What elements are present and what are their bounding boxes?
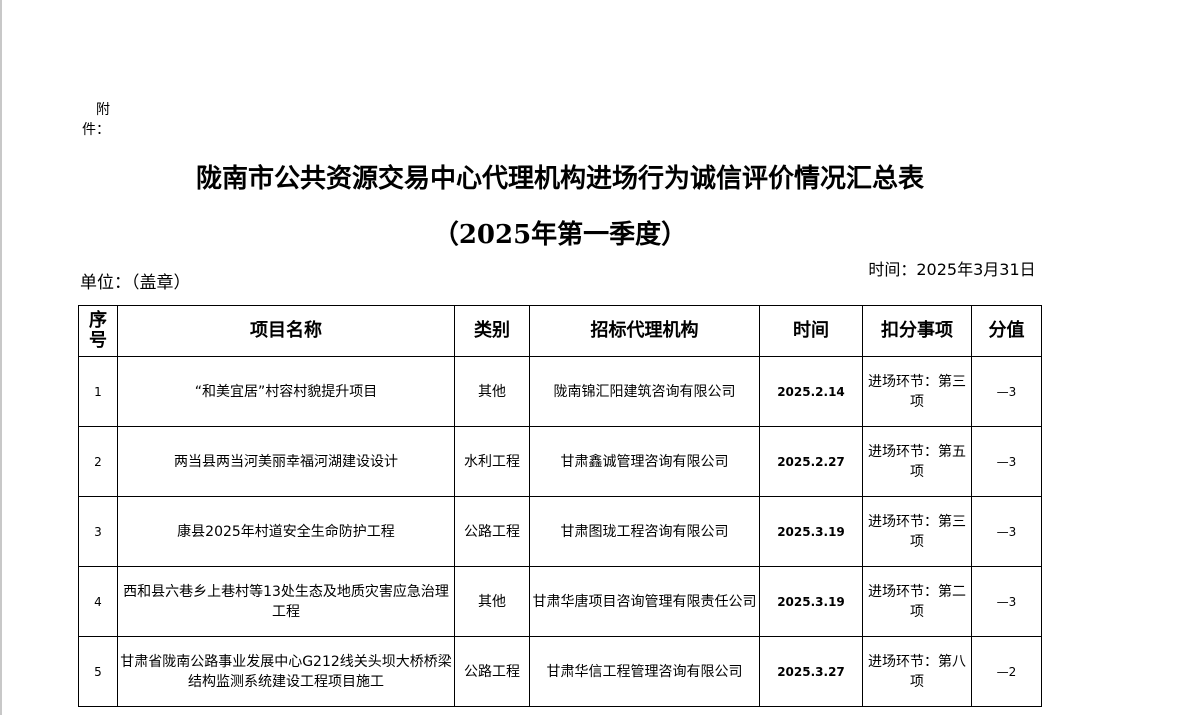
cell-project-name: 甘肃省陇南公路事业发展中心G212线关头坝大桥桥梁结构监测系统建设工程项目施工 xyxy=(117,636,455,707)
date-label: 时间：2025年3月31日 xyxy=(868,260,1036,279)
cell-index: 2 xyxy=(78,426,118,497)
cell-date: 2025.2.27 xyxy=(759,426,863,497)
cell-index: 4 xyxy=(78,566,118,637)
cell-project-name: “和美宜居”村容村貌提升项目 xyxy=(117,356,455,427)
header-score: 分值 xyxy=(971,305,1042,357)
evaluation-table: 序号 项目名称 类别 招标代理机构 时间 扣分事项 分值 1 “和美宜居”村容村貌提升项目 其他… xyxy=(78,305,1042,707)
cell-agency: 甘肃鑫诚管理咨询有限公司 xyxy=(529,426,760,497)
cell-date: 2025.3.27 xyxy=(759,636,863,707)
document-subtitle: （2025年第一季度） xyxy=(432,220,688,250)
cell-agency: 甘肃华信工程管理咨询有限公司 xyxy=(529,636,760,707)
header-date: 时间 xyxy=(759,305,863,357)
table-header: 序号 项目名称 类别 招标代理机构 时间 扣分事项 分值 xyxy=(78,305,1042,357)
document-title: 陇南市公共资源交易中心代理机构进场行为诚信评价情况汇总表 xyxy=(195,164,924,194)
cell-score: —2 xyxy=(971,636,1042,707)
cell-deduction-item: 进场环节：第五项 xyxy=(862,426,972,497)
table-row: 2 两当县两当河美丽幸福河湖建设设计 水利工程 甘肃鑫诚管理咨询有限公司 2025.2.… xyxy=(78,426,1042,497)
cell-date: 2025.2.14 xyxy=(759,356,863,427)
cell-agency: 甘肃图珑工程咨询有限公司 xyxy=(529,496,760,567)
cell-deduction-item: 进场环节：第八项 xyxy=(862,636,972,707)
cell-category: 公路工程 xyxy=(454,496,530,567)
cell-category: 其他 xyxy=(454,566,530,637)
cell-score: —3 xyxy=(971,496,1042,567)
cell-category: 其他 xyxy=(454,356,530,427)
cell-date: 2025.3.19 xyxy=(759,566,863,637)
header-deduction-item: 扣分事项 xyxy=(862,305,972,357)
cell-score: —3 xyxy=(971,356,1042,427)
cell-deduction-item: 进场环节：第三项 xyxy=(862,356,972,427)
attachment-label: 附件： xyxy=(82,102,110,138)
table-row: 3 康县2025年村道安全生命防护工程 公路工程 甘肃图珑工程咨询有限公司 2025.3… xyxy=(78,496,1042,567)
page-edge xyxy=(0,0,2,715)
cell-index: 3 xyxy=(78,496,118,567)
cell-agency: 陇南锦汇阳建筑咨询有限公司 xyxy=(529,356,760,427)
cell-index: 5 xyxy=(78,636,118,707)
header-agency: 招标代理机构 xyxy=(529,305,760,357)
header-category: 类别 xyxy=(454,305,530,357)
cell-deduction-item: 进场环节：第三项 xyxy=(862,496,972,567)
unit-label: 单位：（盖章） xyxy=(80,273,191,293)
header-project-name: 项目名称 xyxy=(117,305,455,357)
header-index: 序号 xyxy=(78,305,118,357)
cell-agency: 甘肃华唐项目咨询管理有限责任公司 xyxy=(529,566,760,637)
table-row: 1 “和美宜居”村容村貌提升项目 其他 陇南锦汇阳建筑咨询有限公司 2025.2.14 进… xyxy=(78,356,1042,427)
cell-date: 2025.3.19 xyxy=(759,496,863,567)
cell-score: —3 xyxy=(971,426,1042,497)
cell-index: 1 xyxy=(78,356,118,427)
cell-category: 水利工程 xyxy=(454,426,530,497)
cell-category: 公路工程 xyxy=(454,636,530,707)
table-row: 4 西和县六巷乡上巷村等13处生态及地质灾害应急治理工程 其他 甘肃华唐项目咨询管理有… xyxy=(78,566,1042,637)
table-row: 5 甘肃省陇南公路事业发展中心G212线关头坝大桥桥梁结构监测系统建设工程项目施工… xyxy=(78,636,1042,707)
cell-project-name: 西和县六巷乡上巷村等13处生态及地质灾害应急治理工程 xyxy=(117,566,455,637)
cell-project-name: 两当县两当河美丽幸福河湖建设设计 xyxy=(117,426,455,497)
cell-deduction-item: 进场环节：第二项 xyxy=(862,566,972,637)
cell-score: —3 xyxy=(971,566,1042,637)
cell-project-name: 康县2025年村道安全生命防护工程 xyxy=(117,496,455,567)
